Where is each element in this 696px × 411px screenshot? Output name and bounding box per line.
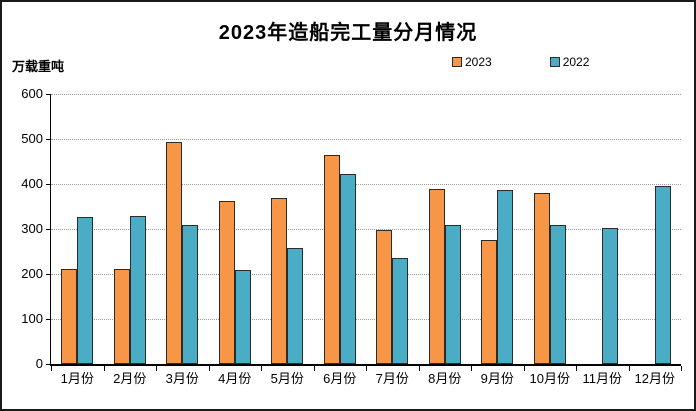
y-axis-tick bbox=[46, 319, 50, 320]
legend-label-2022: 2022 bbox=[562, 55, 590, 69]
bar-2022-7月份 bbox=[392, 258, 409, 364]
x-axis-tick-label: 11月份 bbox=[582, 371, 623, 386]
bar-2023-1月份 bbox=[61, 269, 78, 364]
gridline-400 bbox=[51, 184, 681, 185]
y-axis-unit-label: 万载重吨 bbox=[12, 59, 65, 74]
x-axis-tick bbox=[51, 366, 52, 371]
bar-2022-10月份 bbox=[549, 225, 566, 364]
bar-2023-3月份 bbox=[166, 141, 183, 364]
y-axis-tick bbox=[46, 229, 50, 230]
y-axis-tick-label: 200 bbox=[21, 266, 43, 281]
y-axis-tick-label: 0 bbox=[35, 356, 43, 371]
x-axis-tick bbox=[366, 366, 367, 371]
x-axis-tick-label: 9月份 bbox=[480, 371, 514, 386]
plot-area: 0 100 200 300 400 500 600 1月份 2月份 3月份 4月份 5月份 6月份 7月份… bbox=[21, 86, 682, 386]
bar-2022-6月份 bbox=[339, 174, 356, 364]
legend-item-2022: 2022 bbox=[549, 55, 590, 69]
x-axis-tick bbox=[208, 366, 210, 371]
legend-swatch-2022-icon bbox=[549, 57, 560, 67]
y-axis-tick bbox=[46, 184, 50, 185]
x-axis-tick-label: 10月份 bbox=[529, 371, 570, 386]
y-axis-tick-label: 600 bbox=[21, 86, 43, 101]
bar-2022-8月份 bbox=[444, 224, 461, 364]
y-axis-tick-label: 400 bbox=[21, 176, 43, 191]
x-axis-tick-label: 3月份 bbox=[165, 371, 199, 386]
x-axis-tick-label: 2月份 bbox=[113, 371, 147, 386]
bar-2023-7月份 bbox=[376, 230, 393, 364]
bar-2022-12月份 bbox=[654, 185, 671, 364]
gridline-600 bbox=[51, 94, 681, 95]
bar-2022-9月份 bbox=[497, 190, 514, 364]
x-axis-tick bbox=[681, 366, 682, 371]
y-axis-tick-label: 300 bbox=[21, 221, 43, 236]
bar-2023-6月份 bbox=[323, 154, 340, 364]
gridline-200 bbox=[51, 274, 681, 275]
legend-swatch-2023-icon bbox=[452, 57, 462, 67]
x-axis-tick bbox=[156, 366, 157, 371]
gridline-300 bbox=[51, 229, 681, 230]
legend-label-2023: 2023 bbox=[465, 55, 492, 69]
bar-2022-3月份 bbox=[182, 224, 199, 364]
y-axis-tick bbox=[46, 139, 50, 140]
x-axis-tick-label: 1月份 bbox=[60, 371, 94, 386]
x-axis-tick bbox=[313, 366, 315, 371]
legend-item-2023: 2023 bbox=[452, 55, 492, 69]
bar-2023-9月份 bbox=[481, 239, 498, 364]
gridline-500 bbox=[51, 139, 681, 140]
x-axis-tick bbox=[261, 366, 262, 371]
bar-2023-5月份 bbox=[271, 198, 288, 364]
x-axis-tick-label: 6月份 bbox=[323, 371, 357, 386]
y-axis-tick bbox=[46, 94, 50, 95]
x-axis-tick bbox=[576, 366, 577, 371]
legend: 2023 2022 bbox=[452, 55, 589, 69]
y-axis-tick bbox=[46, 364, 50, 365]
bar-2022-4月份 bbox=[234, 269, 251, 364]
y-axis-tick-label: 500 bbox=[21, 131, 43, 146]
x-axis-tick bbox=[418, 366, 420, 371]
x-axis-tick-label: 4月份 bbox=[218, 371, 252, 386]
gridline-100 bbox=[51, 319, 681, 320]
bar-2022-5月份 bbox=[287, 248, 304, 364]
x-axis-tick bbox=[523, 366, 525, 371]
x-axis-tick-label: 5月份 bbox=[270, 371, 304, 386]
y-axis-tick bbox=[46, 274, 50, 275]
bar-2022-11月份 bbox=[602, 227, 619, 364]
bar-2022-2月份 bbox=[129, 215, 146, 364]
bar-2023-2月份 bbox=[113, 269, 130, 364]
x-axis-tick-label: 8月份 bbox=[428, 371, 462, 386]
bar-2023-4月份 bbox=[218, 200, 235, 364]
bar-2023-8月份 bbox=[428, 188, 445, 364]
bar-2023-10月份 bbox=[533, 192, 550, 364]
bar-2022-1月份 bbox=[77, 217, 94, 364]
x-axis-tick-label: 12月份 bbox=[634, 371, 675, 386]
x-axis-tick bbox=[471, 366, 472, 371]
x-axis-tick bbox=[628, 366, 630, 371]
x-axis-tick-label: 7月份 bbox=[375, 371, 409, 386]
x-axis-tick bbox=[103, 366, 105, 371]
y-axis-tick-label: 100 bbox=[21, 311, 43, 326]
chart-title: 2023年造船完工量分月情况 bbox=[218, 22, 478, 44]
